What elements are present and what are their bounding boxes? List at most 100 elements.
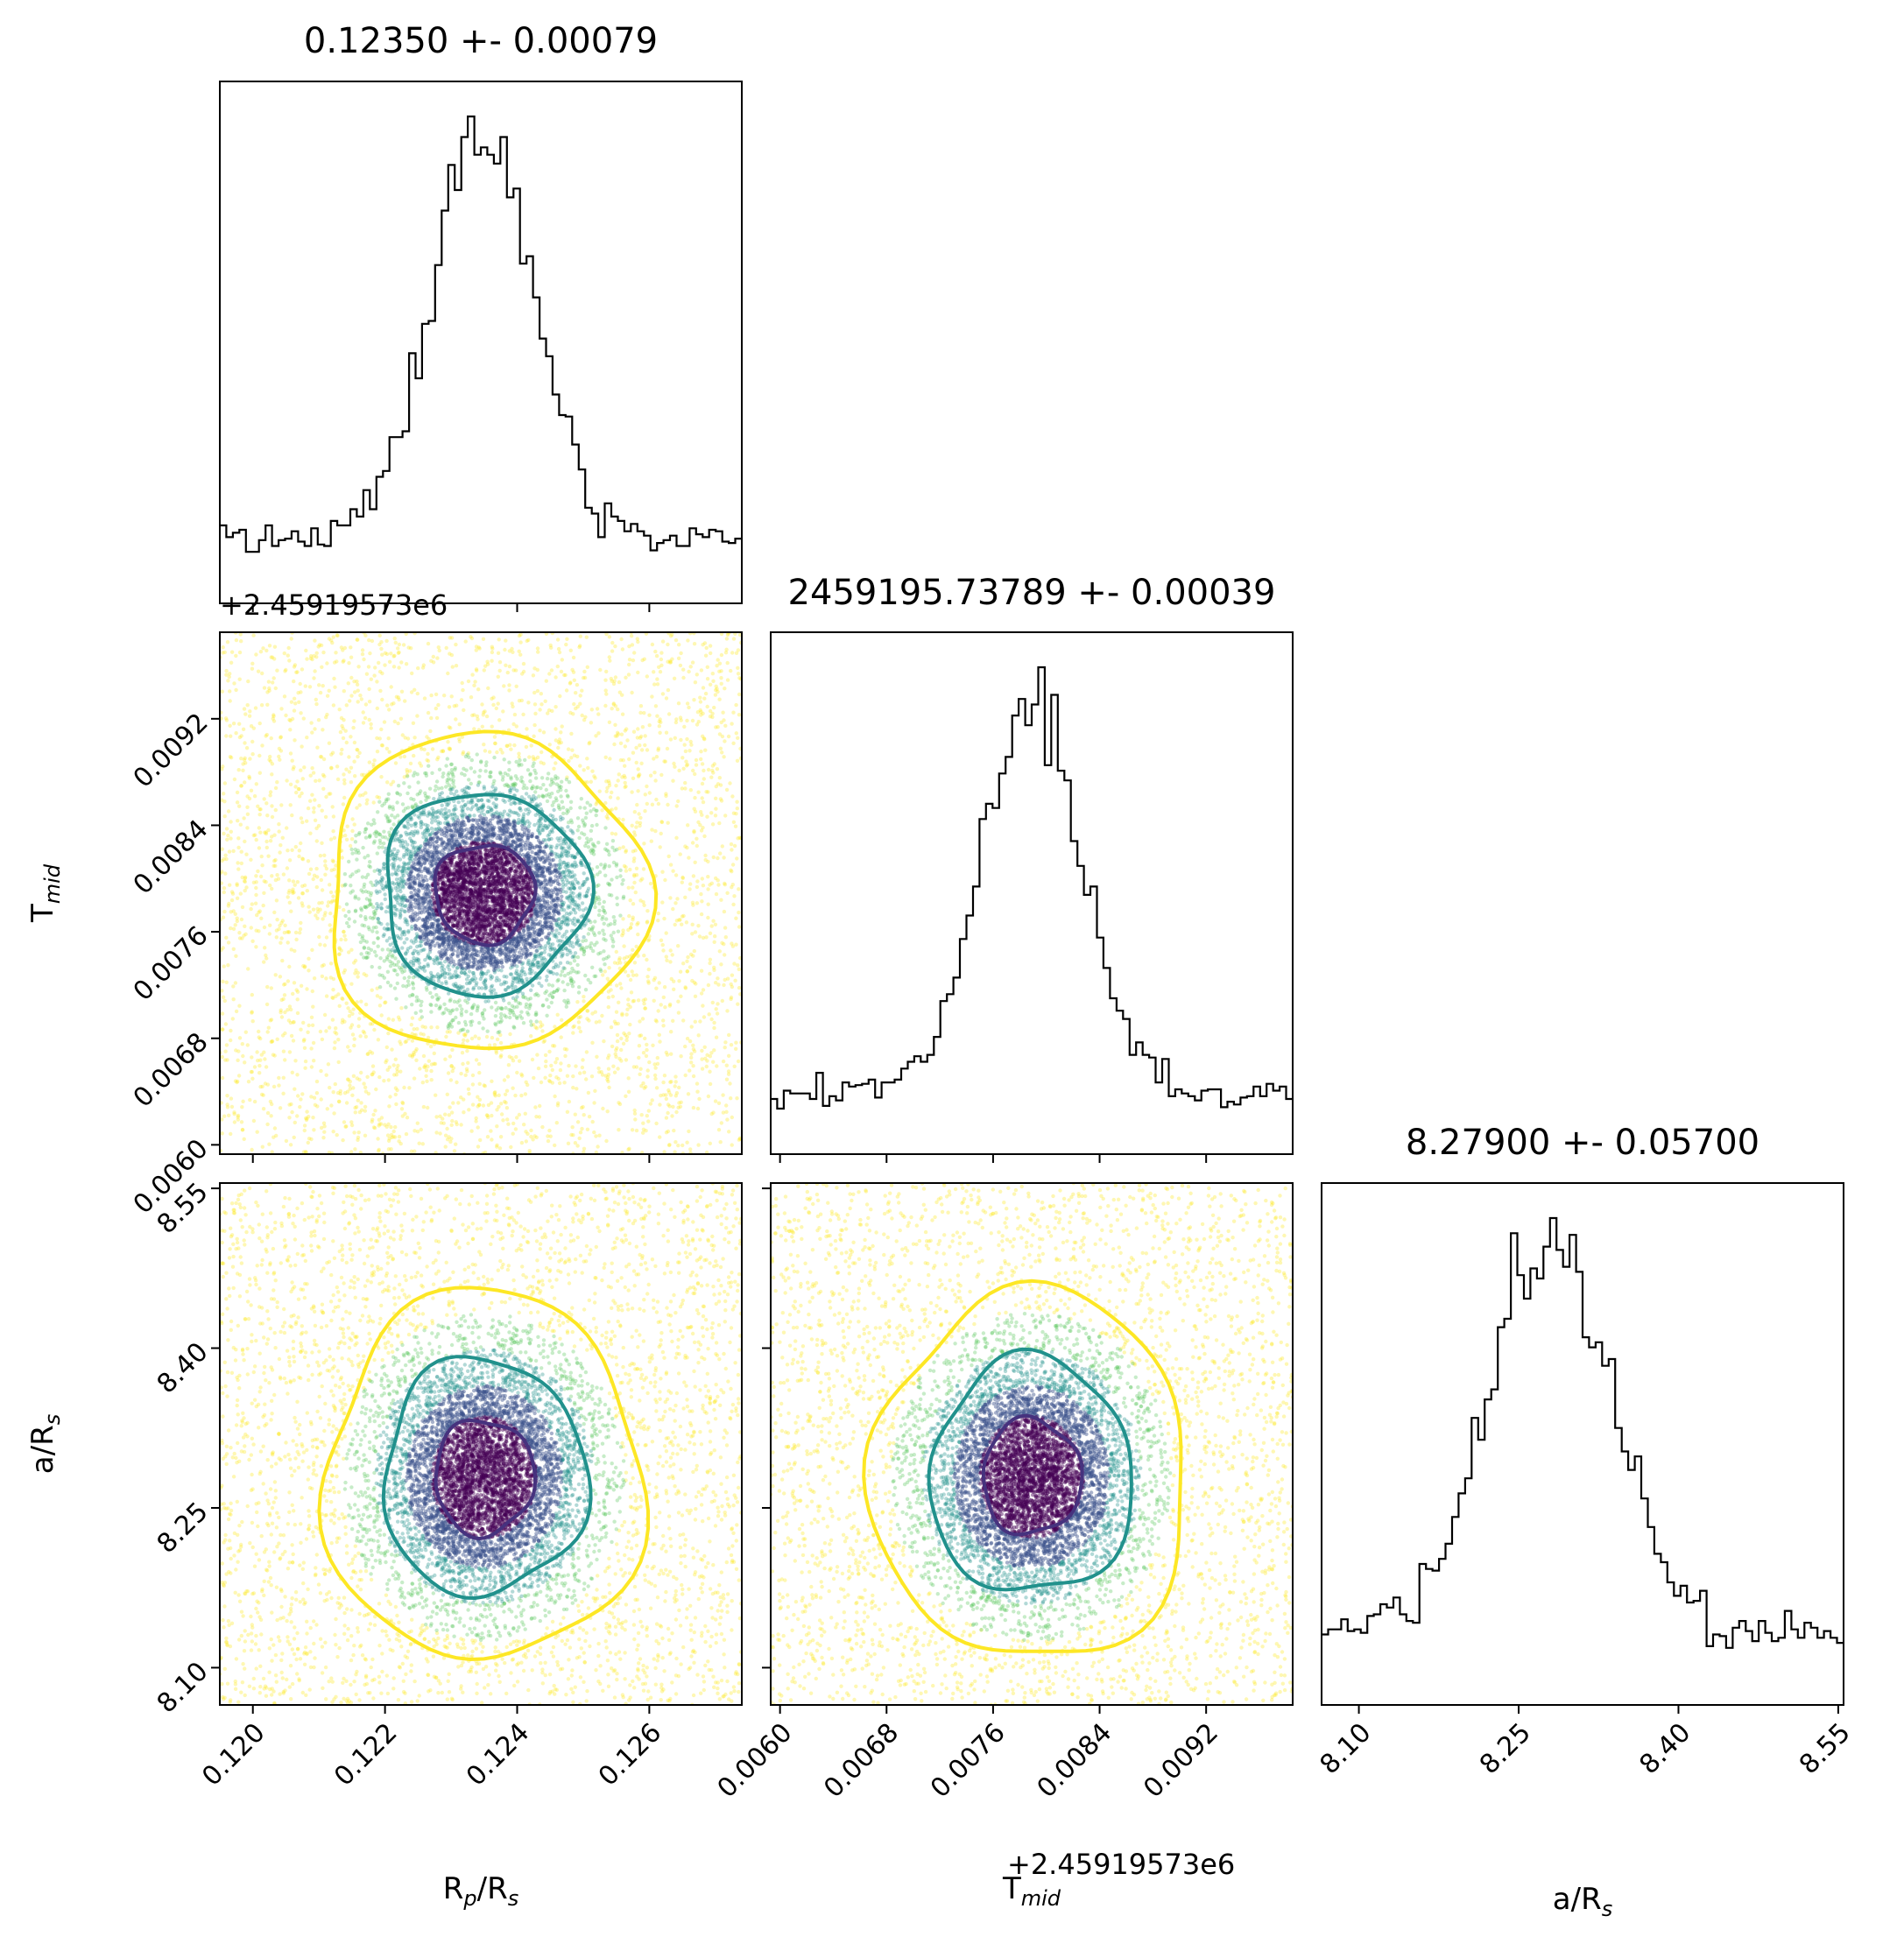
scatter-point (478, 1138, 483, 1143)
scatter-point (408, 761, 413, 766)
scatter-point (237, 735, 243, 740)
scatter-point (559, 1061, 563, 1066)
scatter-point (712, 705, 716, 710)
scatter-point (533, 757, 538, 761)
scatter-point (655, 682, 660, 687)
scatter-point (607, 892, 611, 898)
scatter-point (279, 997, 284, 1003)
scatter-point (397, 642, 402, 647)
scatter-point (652, 757, 656, 761)
scatter-point (329, 765, 334, 770)
scatter-point (500, 778, 505, 782)
scatter-point (400, 1100, 405, 1105)
scatter-point (331, 859, 335, 863)
scatter-point (565, 807, 569, 813)
scatter-point (567, 821, 571, 825)
scatter-point (360, 648, 365, 652)
scatter-point (726, 734, 731, 739)
scatter-point (221, 651, 225, 655)
scatter-point (715, 1011, 720, 1016)
scatter-point (724, 637, 730, 641)
scatter-point (422, 947, 427, 952)
scatter-point (229, 898, 235, 903)
scatter-point (687, 856, 691, 860)
scatter-point (472, 727, 476, 731)
scatter-point (428, 1044, 434, 1049)
scatter-point (462, 1032, 467, 1037)
scatter-point (594, 802, 598, 806)
scatter-point (398, 834, 403, 838)
scatter-point (662, 1074, 667, 1078)
scatter-point (390, 954, 394, 959)
scatter-point (597, 1019, 602, 1024)
scatter-point (680, 880, 684, 884)
scatter-point (254, 928, 258, 933)
scatter-point (448, 726, 453, 730)
scatter-point (701, 686, 706, 690)
scatter-point (286, 1008, 290, 1012)
scatter-point (462, 1033, 468, 1038)
scatter-point (339, 645, 344, 650)
scatter-point (352, 1131, 356, 1135)
scatter-point (486, 969, 490, 974)
scatter-point (638, 1072, 642, 1077)
scatter-point (347, 910, 351, 914)
scatter-point (415, 1121, 420, 1125)
scatter-point (340, 723, 344, 729)
scatter-point (600, 917, 604, 921)
scatter-point (436, 755, 441, 760)
scatter-point (681, 667, 686, 672)
scatter-point (402, 929, 407, 934)
scatter-point (377, 832, 382, 836)
scatter-point (447, 783, 451, 787)
scatter-point (229, 910, 233, 914)
scatter-point (312, 1128, 316, 1132)
scatter-point (570, 667, 575, 673)
scatter-point (315, 910, 321, 914)
scatter-point (490, 1035, 495, 1040)
scatter-point (564, 642, 568, 647)
scatter-point (270, 1102, 274, 1107)
scatter-point (278, 1106, 283, 1110)
scatter-point (547, 1128, 552, 1133)
scatter-point (521, 1021, 526, 1025)
scatter-point (476, 1036, 482, 1041)
scatter-point (683, 1073, 688, 1078)
scatter-point (459, 1011, 463, 1015)
scatter-point (404, 904, 408, 908)
scatter-point (603, 703, 608, 708)
scatter-point (688, 749, 692, 753)
scatter-point (395, 1088, 399, 1093)
scatter-point (469, 757, 474, 763)
scatter-point (302, 765, 307, 770)
scatter-point (692, 830, 696, 835)
scatter-point (431, 660, 436, 665)
scatter-point (258, 1058, 263, 1062)
scatter-point (382, 862, 386, 866)
scatter-point (589, 823, 595, 828)
scatter-point (287, 888, 292, 893)
scatter-point (631, 859, 636, 863)
scatter-point (268, 883, 272, 888)
scatter-point (691, 903, 695, 907)
scatter-point (222, 650, 227, 655)
scatter-point (259, 916, 264, 921)
scatter-point (571, 1031, 575, 1035)
scatter-point (429, 693, 434, 698)
scatter-point (698, 695, 702, 700)
scatter-point (220, 858, 224, 863)
scatter-point (493, 741, 497, 746)
scatter-point (236, 867, 241, 871)
scatter-point (386, 797, 391, 801)
scatter-point (447, 1135, 451, 1139)
scatter-point (397, 697, 401, 702)
scatter-point (487, 774, 492, 778)
scatter-point (264, 956, 269, 961)
scatter-point (678, 969, 683, 974)
scatter-point (581, 863, 585, 868)
scatter-point (337, 952, 342, 956)
scatter-point (562, 673, 567, 678)
scatter-point (367, 951, 371, 955)
scatter-point (692, 948, 696, 954)
scatter-point (731, 741, 736, 745)
